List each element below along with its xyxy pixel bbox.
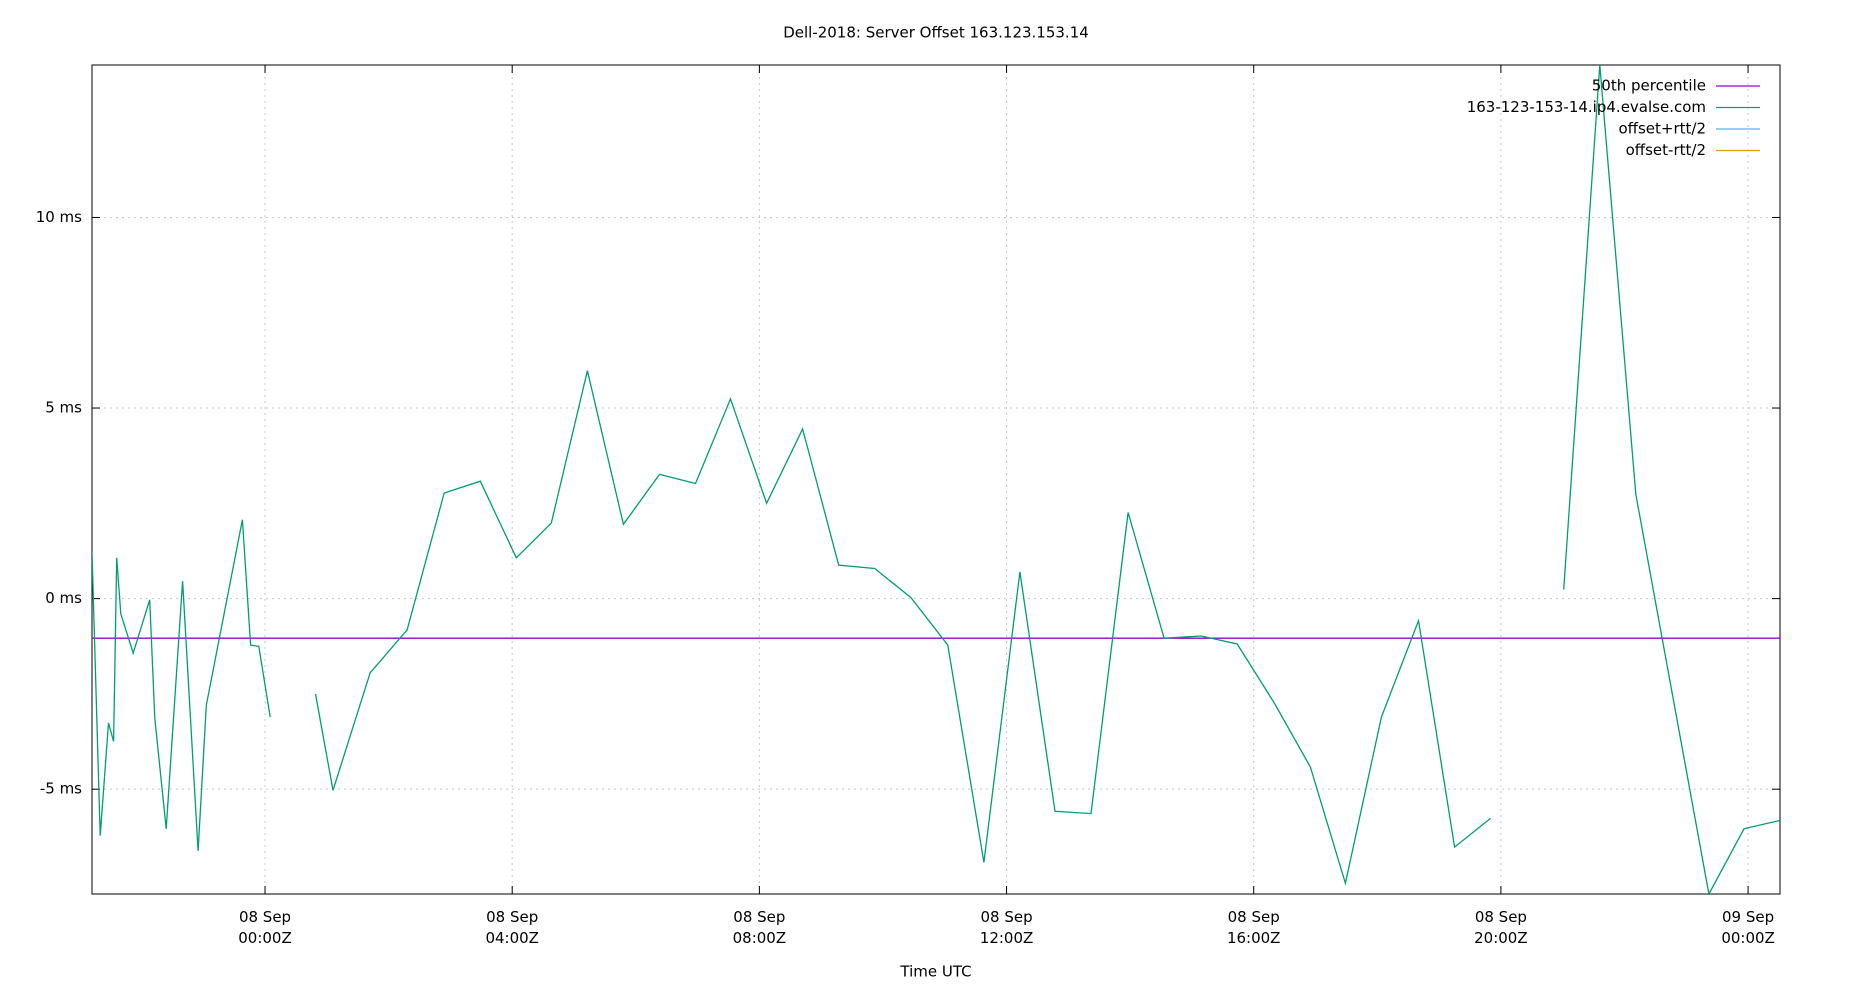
- x-tick-label: 08 Sep 12:00Z: [980, 908, 1034, 947]
- x-tick-label: 08 Sep 20:00Z: [1474, 908, 1528, 947]
- x-tick-date: 08 Sep: [733, 908, 785, 926]
- legend-label: offset-rtt/2: [1626, 141, 1706, 159]
- x-tick-label: 08 Sep 04:00Z: [485, 908, 539, 947]
- x-tick-time: 04:00Z: [485, 929, 539, 947]
- x-tick-time: 16:00Z: [1227, 929, 1281, 947]
- x-tick-date: 08 Sep: [1228, 908, 1280, 926]
- x-tick-label: 08 Sep 00:00Z: [238, 908, 292, 947]
- x-axis-label: Time UTC: [899, 963, 971, 981]
- legend-label: 163-123-153-14.ip4.evalse.com: [1467, 98, 1706, 116]
- y-tick-label: 0 ms: [45, 589, 82, 607]
- x-tick-date: 08 Sep: [486, 908, 538, 926]
- x-tick-date: 08 Sep: [239, 908, 291, 926]
- x-tick-date: 08 Sep: [1475, 908, 1527, 926]
- legend-label: offset+rtt/2: [1618, 120, 1706, 138]
- x-tick-label: 08 Sep 16:00Z: [1227, 908, 1281, 947]
- x-tick-time: 00:00Z: [238, 929, 292, 947]
- x-tick-time: 12:00Z: [980, 929, 1034, 947]
- legend-label: 50th percentile: [1592, 77, 1706, 95]
- y-tick-label: -5 ms: [40, 780, 82, 798]
- plot-frame: [91, 64, 1781, 895]
- x-tick-time: 20:00Z: [1474, 929, 1528, 947]
- x-tick-label: 09 Sep 00:00Z: [1721, 908, 1775, 947]
- x-tick-label: 08 Sep 08:00Z: [733, 908, 787, 947]
- x-tick-time: 00:00Z: [1721, 929, 1775, 947]
- series-line: [92, 65, 1780, 894]
- y-tick-label: 10 ms: [36, 208, 82, 226]
- x-tick-date: 09 Sep: [1722, 908, 1774, 926]
- x-tick-time: 08:00Z: [733, 929, 787, 947]
- x-tick-date: 08 Sep: [980, 908, 1032, 926]
- y-tick-label: 5 ms: [45, 399, 82, 417]
- chart-title: Dell-2018: Server Offset 163.123.153.14: [783, 24, 1089, 42]
